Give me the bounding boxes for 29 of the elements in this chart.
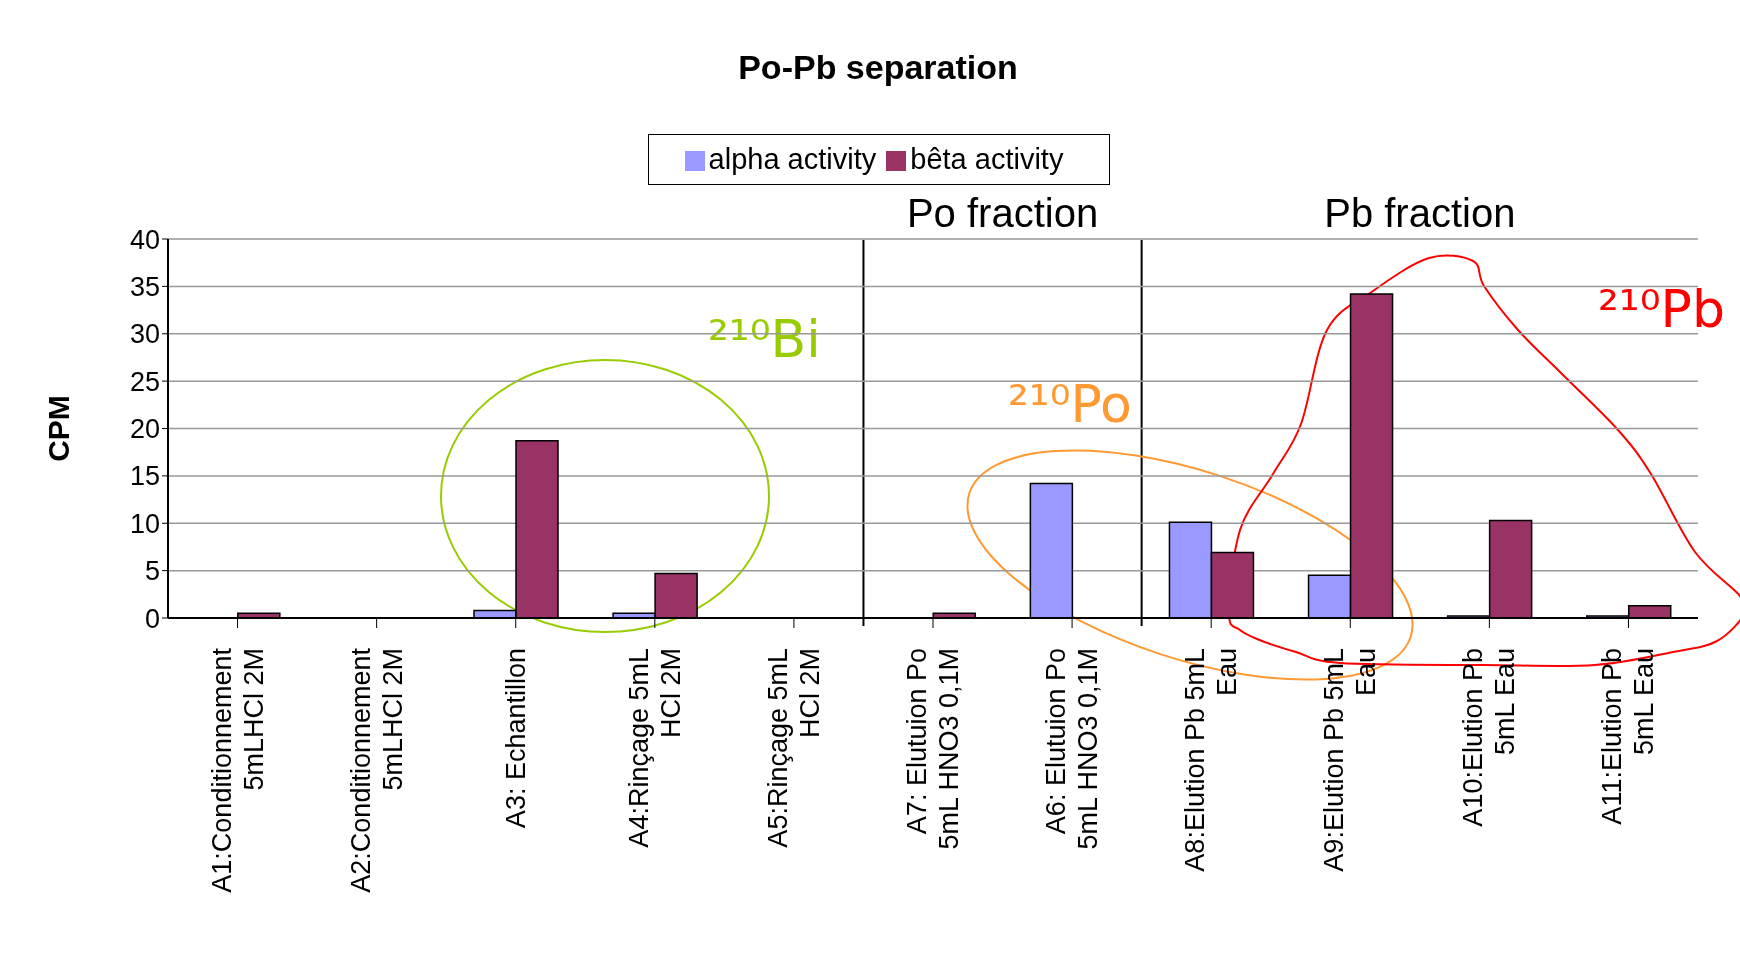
x-tick-label: A3: Echantillon	[500, 648, 531, 829]
annotation: ²¹⁰Po	[1008, 374, 1132, 434]
y-tick-label: 30	[129, 319, 160, 350]
y-tick-label: 15	[129, 461, 160, 492]
legend-label: alpha activity	[708, 143, 877, 175]
y-tick-label: 5	[144, 556, 160, 587]
x-tick-label: A4:Rinçage 5mL HCl 2M	[623, 648, 686, 848]
x-tick-label: A7: Elutuion Po 5mL HNO3 0,1M	[902, 648, 964, 850]
y-tick-label: 20	[129, 414, 160, 445]
text: Po fraction	[905, 191, 1100, 235]
y-tick-label: 25	[129, 366, 160, 397]
x-tick-label: A5:Rinçage 5mL HCl 2M	[762, 648, 825, 848]
y-axis-title: CPM	[41, 395, 75, 462]
x-tick-label: A8:Elution Pb 5mL Eau	[1180, 648, 1243, 872]
x-tick-label: A1:Conditionnement 5mLHCl 2M	[206, 647, 269, 893]
text: Pb fraction	[1323, 191, 1517, 235]
y-tick-label: 10	[129, 508, 160, 539]
annotation: ²¹⁰Pb	[1598, 279, 1725, 339]
chart-title: Po-Pb separation	[737, 48, 1019, 87]
x-tick-label: A2:Conditionnement 5mLHCl 2M	[345, 647, 408, 893]
x-tick-label: A10:Elution Pb 5mL Eau	[1458, 648, 1521, 827]
x-tick-label: A9:Elution Pb 5mL Eau	[1319, 648, 1382, 872]
y-tick-label: 40	[129, 224, 160, 255]
legend-label: bêta activity	[910, 143, 1064, 175]
y-tick-label: 35	[129, 271, 160, 302]
x-tick-label: A6: Elutuion Po 5mL HNO3 0,1M	[1041, 648, 1104, 850]
y-tick-label: 0	[144, 603, 160, 634]
annotation: ²¹⁰Bi	[708, 309, 821, 369]
x-tick-label: A11:Elution Pb 5mL Eau	[1597, 648, 1660, 825]
